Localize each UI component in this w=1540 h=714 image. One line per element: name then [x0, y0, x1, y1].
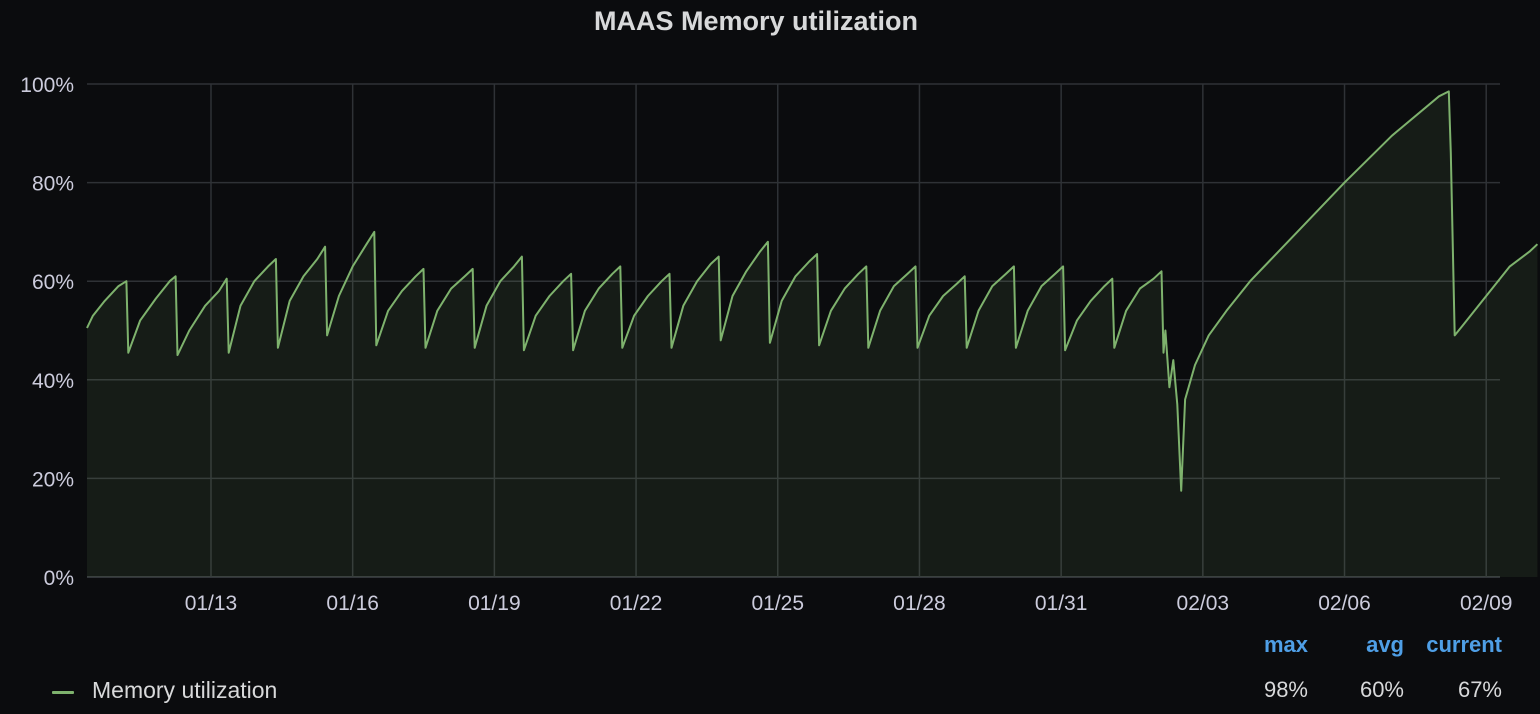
- y-tick-label: 100%: [20, 74, 74, 97]
- series-layer: [86, 90, 1539, 578]
- x-tick-label: 01/16: [326, 592, 379, 615]
- y-tick-label: 80%: [32, 173, 74, 196]
- y-gridlines: [87, 83, 1500, 578]
- y-tick-label: 0%: [44, 567, 74, 590]
- y-axis-labels: 0% 20% 40% 60% 80% 100%: [20, 74, 74, 590]
- x-tick-label: 01/31: [1035, 592, 1088, 615]
- legend-value-avg: 60%: [1359, 677, 1404, 702]
- x-tick-label: 01/13: [185, 592, 238, 615]
- panel-title: MAAS Memory utilization: [593, 6, 918, 36]
- x-tick-label: 02/03: [1177, 592, 1230, 615]
- x-gridlines: [210, 84, 1487, 577]
- x-axis-labels: 01/13 01/16 01/19 01/22 01/25 01/28 01/31 02/03…: [185, 592, 1513, 615]
- legend-series-name[interactable]: Memory utilization: [92, 677, 278, 703]
- legend-value-current: 67%: [1457, 677, 1502, 702]
- x-tick-label: 01/22: [610, 592, 663, 615]
- x-tick-label: 01/19: [468, 592, 521, 615]
- legend-value-max: 98%: [1263, 677, 1308, 702]
- y-tick-label: 20%: [32, 468, 74, 491]
- x-tick-label: 01/28: [893, 592, 946, 615]
- legend-header-current[interactable]: current: [1426, 632, 1502, 657]
- x-tick-label: 02/06: [1318, 592, 1371, 615]
- y-tick-label: 60%: [32, 271, 74, 294]
- series-area-fill: [87, 91, 1538, 578]
- x-tick-label: 02/09: [1460, 592, 1513, 615]
- series-line[interactable]: [86, 90, 1539, 492]
- legend-series-swatch[interactable]: [52, 691, 74, 694]
- x-tick-label: 01/25: [751, 592, 804, 615]
- y-tick-label: 40%: [32, 370, 74, 393]
- legend-header-max[interactable]: max: [1263, 632, 1308, 657]
- legend-header-avg[interactable]: avg: [1366, 632, 1404, 657]
